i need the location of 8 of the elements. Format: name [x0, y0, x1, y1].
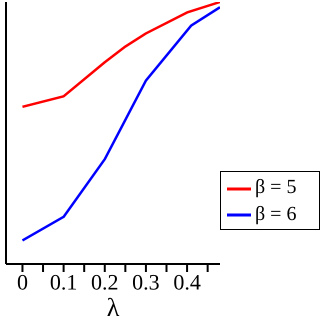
legend-label: β = 5: [255, 176, 296, 198]
x-tick-label: 0.3: [132, 270, 160, 295]
x-tick-label: 0.2: [91, 270, 119, 295]
x-axis-title: λ: [106, 293, 120, 320]
x-tick-label: 0: [16, 270, 28, 295]
legend-label: β = 6: [255, 202, 296, 225]
x-tick-label: 0.1: [50, 270, 78, 295]
x-tick-label: 0.4: [173, 270, 201, 295]
